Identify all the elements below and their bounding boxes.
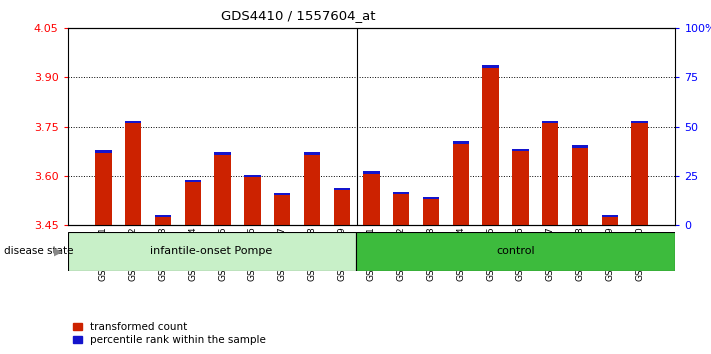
Bar	[512, 149, 529, 151]
Text: ▶: ▶	[54, 246, 63, 256]
Bar	[304, 155, 320, 225]
Bar	[363, 174, 380, 225]
Bar	[631, 123, 648, 225]
Bar	[542, 121, 558, 123]
Bar	[214, 155, 231, 225]
Bar	[483, 65, 499, 68]
Bar	[356, 232, 675, 271]
Bar	[393, 192, 410, 194]
Bar	[483, 68, 499, 225]
Bar	[68, 232, 356, 271]
Bar	[363, 171, 380, 174]
Bar	[423, 197, 439, 199]
Bar	[274, 195, 290, 225]
Bar	[95, 150, 112, 153]
Legend: transformed count, percentile rank within the sample: transformed count, percentile rank withi…	[73, 322, 267, 345]
Bar	[304, 153, 320, 155]
Bar	[244, 177, 260, 225]
Bar	[572, 145, 588, 148]
Bar	[453, 141, 469, 144]
Text: disease state: disease state	[4, 246, 73, 256]
Bar	[333, 190, 350, 225]
Bar	[542, 123, 558, 225]
Bar	[453, 144, 469, 225]
Text: infantile-onset Pompe: infantile-onset Pompe	[151, 246, 272, 256]
Bar	[125, 123, 141, 225]
Bar	[602, 215, 618, 217]
Bar	[333, 188, 350, 190]
Bar	[155, 215, 171, 217]
Bar	[155, 217, 171, 225]
Bar	[572, 148, 588, 225]
Bar	[274, 193, 290, 195]
Bar	[125, 121, 141, 123]
Bar	[393, 194, 410, 225]
Text: control: control	[496, 246, 535, 256]
Bar	[185, 182, 201, 225]
Bar	[244, 175, 260, 177]
Bar	[95, 153, 112, 225]
Bar	[602, 217, 618, 225]
Bar	[631, 121, 648, 123]
Bar	[185, 179, 201, 182]
Bar	[423, 199, 439, 225]
Bar	[214, 153, 231, 155]
Text: GDS4410 / 1557604_at: GDS4410 / 1557604_at	[221, 9, 376, 22]
Bar	[512, 151, 529, 225]
